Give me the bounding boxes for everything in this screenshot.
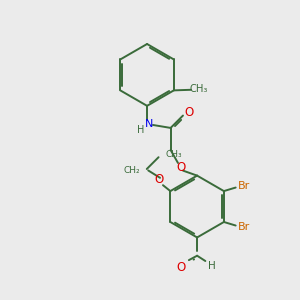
Text: H: H xyxy=(137,125,144,135)
Text: N: N xyxy=(145,119,154,129)
Text: O: O xyxy=(177,161,186,174)
Text: CH₃: CH₃ xyxy=(165,150,182,159)
Text: CH₃: CH₃ xyxy=(190,84,208,94)
Text: Br: Br xyxy=(238,222,250,232)
Text: O: O xyxy=(154,173,163,186)
Text: H: H xyxy=(208,261,216,271)
Text: CH₂: CH₂ xyxy=(124,166,140,175)
Text: O: O xyxy=(184,106,194,119)
Text: Br: Br xyxy=(238,181,250,191)
Text: O: O xyxy=(176,261,185,274)
